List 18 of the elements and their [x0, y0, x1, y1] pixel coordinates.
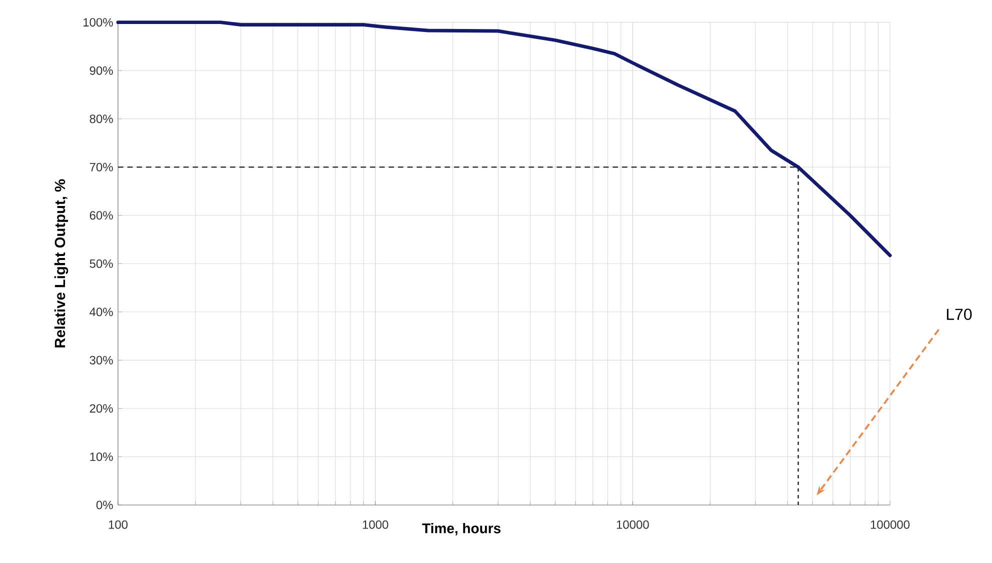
y-tick-label: 20%: [90, 404, 113, 413]
y-tick-label: 50%: [90, 259, 113, 268]
y-tick-label: 60%: [90, 211, 113, 220]
y-tick-label: 100%: [84, 18, 113, 27]
y-tick-label: 10%: [90, 452, 113, 461]
x-tick-label: 1000: [362, 520, 388, 529]
x-axis-title: Time, hours: [422, 523, 501, 536]
y-tick-label: 70%: [90, 162, 113, 172]
y-tick-label: 90%: [90, 66, 113, 75]
y-tick-label: 80%: [90, 114, 113, 124]
y-tick-label: 40%: [90, 308, 113, 316]
y-axis-title: Relative Light Output, %: [54, 179, 68, 348]
x-tick-label: 100: [108, 520, 128, 529]
y-tick-label: 30%: [90, 356, 113, 364]
x-tick-label: 100000: [870, 520, 910, 529]
text: L70: [946, 308, 972, 320]
y-tick-label: 0%: [96, 500, 113, 510]
x-tick-label: 10000: [616, 520, 649, 529]
